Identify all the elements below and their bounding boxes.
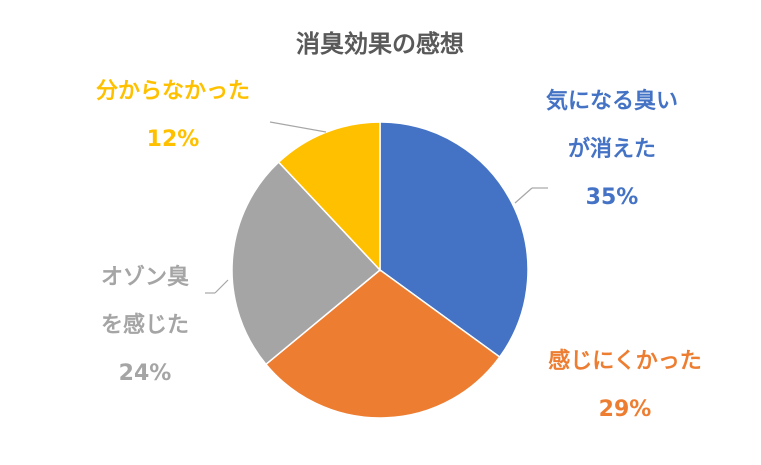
category-label: 分からなかった (95, 79, 250, 104)
category-label: 気になる臭いが消えた (545, 89, 678, 162)
data-label: オゾン臭を感じた 24% (95, 254, 195, 398)
percent-label: 24% (118, 361, 172, 386)
leader-line (269, 121, 327, 133)
percent-label: 29% (598, 397, 652, 422)
leader-line (214, 279, 229, 294)
leader-line (514, 187, 533, 204)
percent-label: 35% (585, 185, 639, 210)
category-label: 感じにくかった (548, 349, 702, 374)
pie-slice (231, 161, 382, 366)
data-label: 感じにくかった 29% (515, 338, 735, 434)
pie-slice (379, 121, 529, 359)
data-label: 分からなかった 12% (73, 68, 273, 164)
percent-label: 12% (146, 127, 200, 152)
category-label: オゾン臭を感じた (100, 265, 189, 338)
data-label: 気になる臭いが消えた 35% (542, 78, 682, 222)
pie-slice (264, 269, 501, 419)
slices (231, 121, 529, 419)
chart-title: 消臭効果の感想 (296, 30, 464, 58)
